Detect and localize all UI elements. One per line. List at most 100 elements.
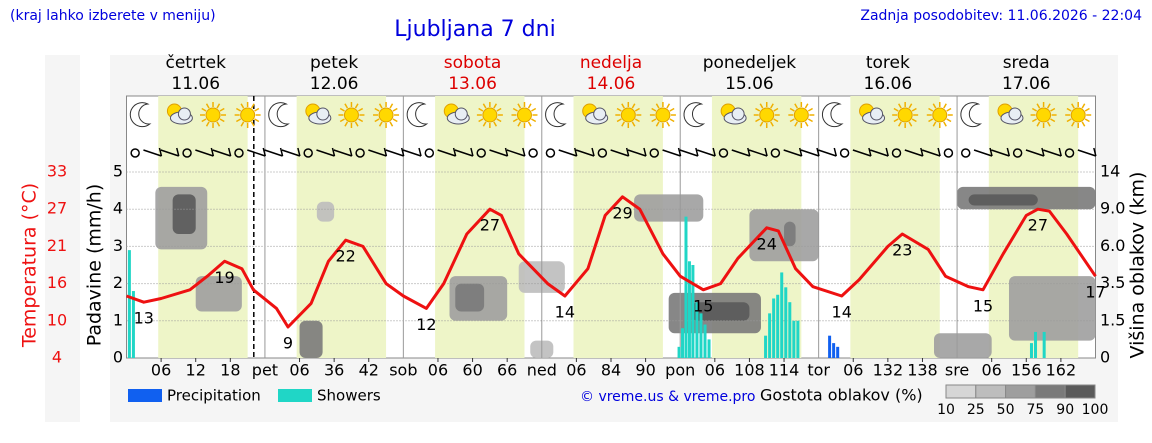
wind-calm	[649, 148, 660, 158]
cloud-cell	[172, 194, 196, 234]
cloud-part	[731, 107, 745, 121]
density-label: 50	[997, 402, 1015, 418]
wind-calm	[1012, 148, 1023, 158]
x-tick-label: 06	[428, 361, 448, 380]
sun-ray	[911, 118, 917, 123]
wind-calm	[130, 148, 140, 158]
sun-ray	[493, 121, 498, 127]
wind-barb	[143, 147, 163, 157]
precip-bar	[780, 272, 784, 358]
precip-bar	[1029, 343, 1033, 358]
temperature-label: 29	[612, 203, 632, 222]
sun-ray	[531, 107, 537, 112]
temp-tick-label: 27	[47, 199, 67, 218]
sun-disc	[482, 107, 498, 123]
wind-barb	[558, 147, 578, 157]
wind-barb	[247, 147, 267, 157]
wind-barb	[1043, 147, 1062, 157]
sun-ray	[201, 118, 207, 123]
sun-ray	[928, 118, 934, 123]
weather-icon	[373, 102, 400, 128]
sun-ray	[354, 121, 359, 127]
x-tick-label: 132	[873, 361, 904, 380]
moon-icon	[268, 102, 290, 128]
sun-ray	[493, 103, 498, 109]
sun-ray	[794, 121, 798, 127]
temperature-line	[125, 195, 1097, 329]
cloud-cell	[299, 320, 323, 358]
cloud-cell	[968, 194, 1038, 206]
weather-icon	[200, 102, 227, 128]
sun-ray	[392, 107, 398, 112]
weather-icon	[166, 103, 193, 125]
wind-barb	[506, 147, 526, 157]
x-tick-label: 06	[151, 361, 171, 380]
x-tick-label: 90	[635, 361, 655, 380]
sun-ray	[1031, 107, 1038, 112]
sun-ray	[1084, 107, 1090, 112]
precip-bar	[699, 313, 703, 358]
wind-calm	[1064, 148, 1075, 158]
wind-calm	[597, 148, 608, 158]
weather-icon	[443, 103, 470, 125]
sun-ray	[773, 107, 779, 112]
x-tick-label: 06	[705, 361, 725, 380]
sun-ray	[898, 121, 902, 127]
legend-label: Showers	[317, 387, 381, 405]
sun-ray	[655, 103, 660, 109]
precip-bar	[772, 298, 776, 358]
day-date: 16.06	[864, 74, 913, 94]
sun-ray	[339, 107, 345, 112]
sun-ray	[1046, 121, 1051, 127]
temp-axis-background	[45, 55, 80, 422]
sun-ray	[634, 107, 640, 112]
sun-ray	[804, 121, 809, 127]
moon-icon	[683, 102, 706, 128]
sun-ray	[1071, 103, 1075, 109]
updated: Zadnja posodobitev: 11.06.2026 - 22:04	[860, 8, 1142, 24]
wind-barb	[575, 147, 595, 157]
sun-disc	[655, 107, 671, 123]
sun-ray	[482, 121, 487, 127]
wind-barb	[1077, 147, 1097, 157]
sun-ray	[254, 107, 260, 112]
day-name: nedelja	[580, 53, 642, 73]
x-tick-label: 06	[981, 361, 1001, 380]
weather-icon	[129, 102, 152, 128]
wind-calm	[424, 148, 435, 158]
sun-ray	[235, 118, 242, 123]
precip-bar	[707, 339, 711, 358]
temperature-label: 23	[892, 241, 912, 260]
sun-ray	[908, 103, 913, 109]
weather-icon	[821, 102, 844, 128]
cloud-part	[454, 107, 468, 121]
wind-barb	[818, 147, 838, 157]
sun-ray	[527, 121, 532, 127]
sun-disc	[205, 107, 221, 123]
sun-ray	[651, 118, 657, 123]
sun-ray	[669, 118, 675, 123]
note: (kraj lahko izberete v meniju)	[10, 8, 216, 24]
density-swatch	[1034, 384, 1066, 399]
wind-calm	[839, 148, 850, 158]
x-tick-label: ned	[527, 361, 557, 380]
sun-ray	[235, 107, 242, 112]
weather-icon	[788, 102, 815, 128]
sun-ray	[804, 103, 809, 109]
sun-ray	[928, 107, 934, 112]
temperature-label: 13	[134, 309, 154, 328]
temperature-label: 27	[480, 216, 500, 235]
legend-swatch	[278, 389, 312, 402]
cloud-cell	[784, 221, 796, 247]
sun-ray	[219, 118, 225, 123]
x-tick-label: 108	[734, 361, 765, 380]
cloud-cell	[691, 302, 750, 321]
sun-ray	[1066, 118, 1072, 123]
sun-disc	[343, 107, 359, 123]
weather-icon	[1030, 102, 1057, 128]
wind-calm	[943, 148, 954, 158]
temperature-label: 15	[693, 296, 713, 315]
sun-ray	[908, 121, 913, 127]
wind-barb	[212, 147, 232, 157]
sun-ray	[943, 121, 947, 127]
